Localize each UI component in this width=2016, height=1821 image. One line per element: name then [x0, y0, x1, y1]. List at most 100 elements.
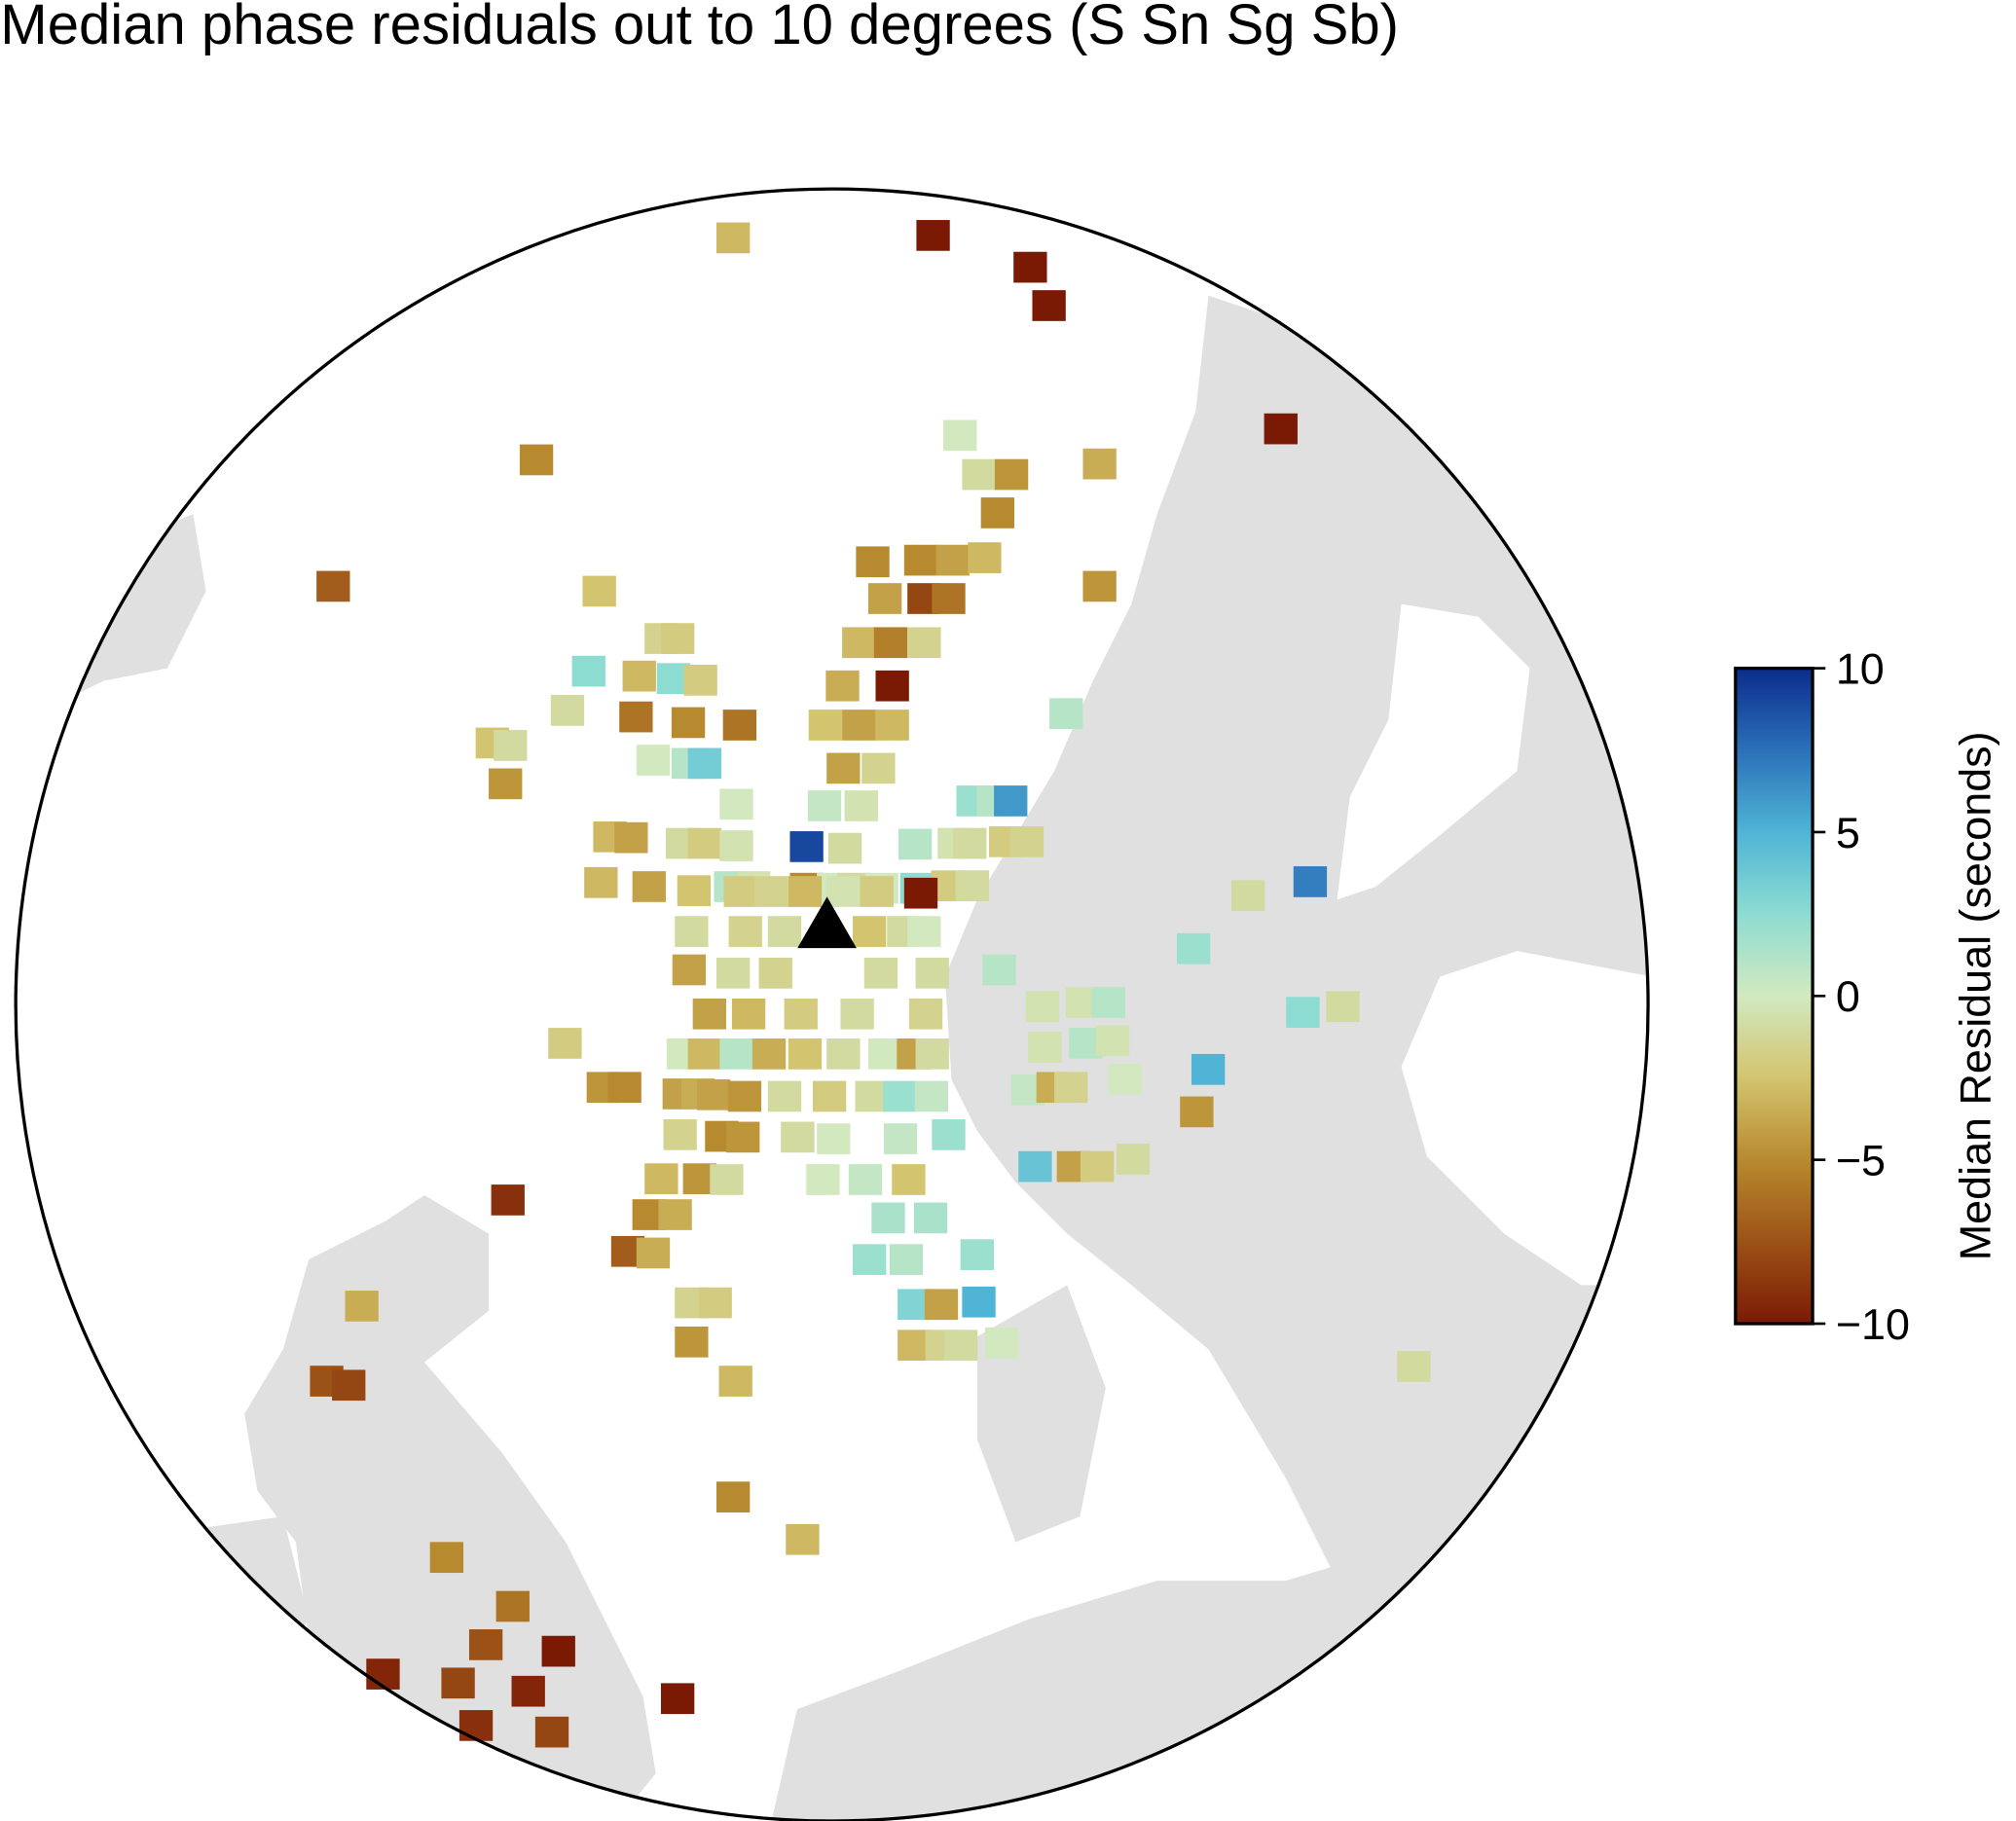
- residual-cell: [935, 544, 970, 576]
- residual-cell: [943, 1329, 978, 1362]
- marks: [310, 220, 1431, 1748]
- residual-cell: [1231, 880, 1265, 912]
- colorbar-label: Median Residual (seconds): [1950, 731, 1999, 1260]
- residual-cell: [994, 785, 1028, 817]
- residual-cell: [754, 876, 788, 907]
- residual-cell: [788, 876, 823, 907]
- residual-cell: [892, 1164, 926, 1195]
- residual-cell: [907, 627, 941, 659]
- residual-cell: [582, 575, 616, 607]
- residual-cell: [715, 222, 751, 254]
- residual-cell: [692, 998, 727, 1030]
- residual-cell: [994, 458, 1029, 491]
- residual-cell: [875, 670, 909, 702]
- residual-cell: [458, 1710, 494, 1741]
- residual-cell: [825, 670, 860, 702]
- residual-cell: [842, 710, 876, 741]
- residual-cell: [1091, 987, 1126, 1018]
- residual-cell: [614, 821, 648, 854]
- residual-cell: [871, 1202, 905, 1234]
- residual-cell: [984, 1327, 1019, 1359]
- residual-cell: [710, 1164, 744, 1195]
- residual-cell: [982, 954, 1016, 986]
- residual-cell: [817, 1123, 851, 1154]
- residual-cell: [687, 747, 721, 780]
- residual-cell: [962, 1286, 996, 1318]
- residual-cell: [861, 752, 896, 784]
- residual-cell: [915, 958, 949, 989]
- baltic: [1401, 951, 1649, 1286]
- residual-cell: [908, 998, 943, 1030]
- residual-cell: [916, 220, 950, 251]
- residual-cell: [968, 542, 1002, 573]
- residual-cell: [806, 1164, 840, 1195]
- residual-cell: [962, 458, 996, 491]
- residual-cell: [731, 998, 766, 1030]
- residual-cell: [675, 916, 709, 947]
- residual-cell: [827, 832, 862, 864]
- residual-cell: [1018, 1150, 1052, 1183]
- residual-cell: [960, 1239, 995, 1270]
- colorbar-scale: [1734, 666, 1814, 1326]
- residual-cell: [728, 916, 762, 947]
- residual-cell: [875, 710, 909, 741]
- residual-cell: [807, 790, 842, 821]
- residual-cell: [751, 1038, 787, 1070]
- residual-cell: [842, 627, 876, 659]
- residual-cell: [571, 655, 605, 687]
- residual-cell: [494, 730, 528, 761]
- residual-cell: [663, 1119, 697, 1150]
- residual-cell: [903, 544, 938, 576]
- residual-cell: [767, 1080, 802, 1112]
- residual-cell: [719, 1038, 753, 1070]
- residual-cell: [826, 876, 861, 907]
- map-border: [14, 187, 1650, 1821]
- residual-cell: [1032, 290, 1066, 321]
- residual-cell: [788, 1038, 823, 1070]
- residual-cell: [781, 1121, 815, 1153]
- residual-cell: [863, 958, 898, 989]
- land: [16, 295, 1649, 1821]
- residual-cell: [491, 1184, 525, 1216]
- residual-cell: [511, 1675, 545, 1707]
- residual-cell: [924, 1289, 959, 1321]
- residual-cell: [1054, 1072, 1088, 1104]
- residual-cell: [495, 1590, 530, 1622]
- residual-cell: [636, 745, 671, 776]
- residual-cell: [808, 710, 843, 741]
- residual-cell: [883, 1080, 917, 1112]
- residual-cell: [853, 1244, 887, 1275]
- residual-cell: [660, 1683, 695, 1715]
- residual-cell: [345, 1291, 379, 1322]
- residual-cell: [1176, 932, 1211, 965]
- residual-cell: [786, 1523, 820, 1555]
- residual-cell: [943, 419, 977, 452]
- chart-title: Median phase residuals out to 10 degrees…: [0, 0, 1399, 56]
- residual-cell: [719, 788, 753, 820]
- residual-cell: [715, 1481, 751, 1512]
- residual-cell: [316, 570, 350, 602]
- residual-cell: [366, 1658, 400, 1690]
- residual-cell: [980, 497, 1014, 528]
- residual-cell: [726, 1121, 760, 1153]
- colorbar-tick-label: 10: [1836, 643, 1885, 693]
- residual-cell: [687, 827, 721, 859]
- residual-cell: [758, 958, 792, 989]
- residual-cell: [812, 1080, 847, 1112]
- residual-cell: [932, 1119, 966, 1150]
- residual-cell: [883, 1123, 918, 1154]
- residual-cell: [913, 1202, 948, 1234]
- residual-cell: [789, 831, 824, 862]
- residual-cell: [784, 998, 818, 1030]
- residual-cell: [584, 866, 618, 898]
- residual-cell: [672, 954, 707, 986]
- residual-cell: [723, 876, 757, 907]
- residual-cell: [660, 623, 695, 654]
- residual-cell: [719, 830, 753, 861]
- iceland: [16, 514, 206, 720]
- residual-cell: [548, 1028, 582, 1059]
- residual-cell: [840, 998, 874, 1030]
- residual-cell: [1082, 570, 1117, 602]
- residual-cell: [1082, 448, 1117, 480]
